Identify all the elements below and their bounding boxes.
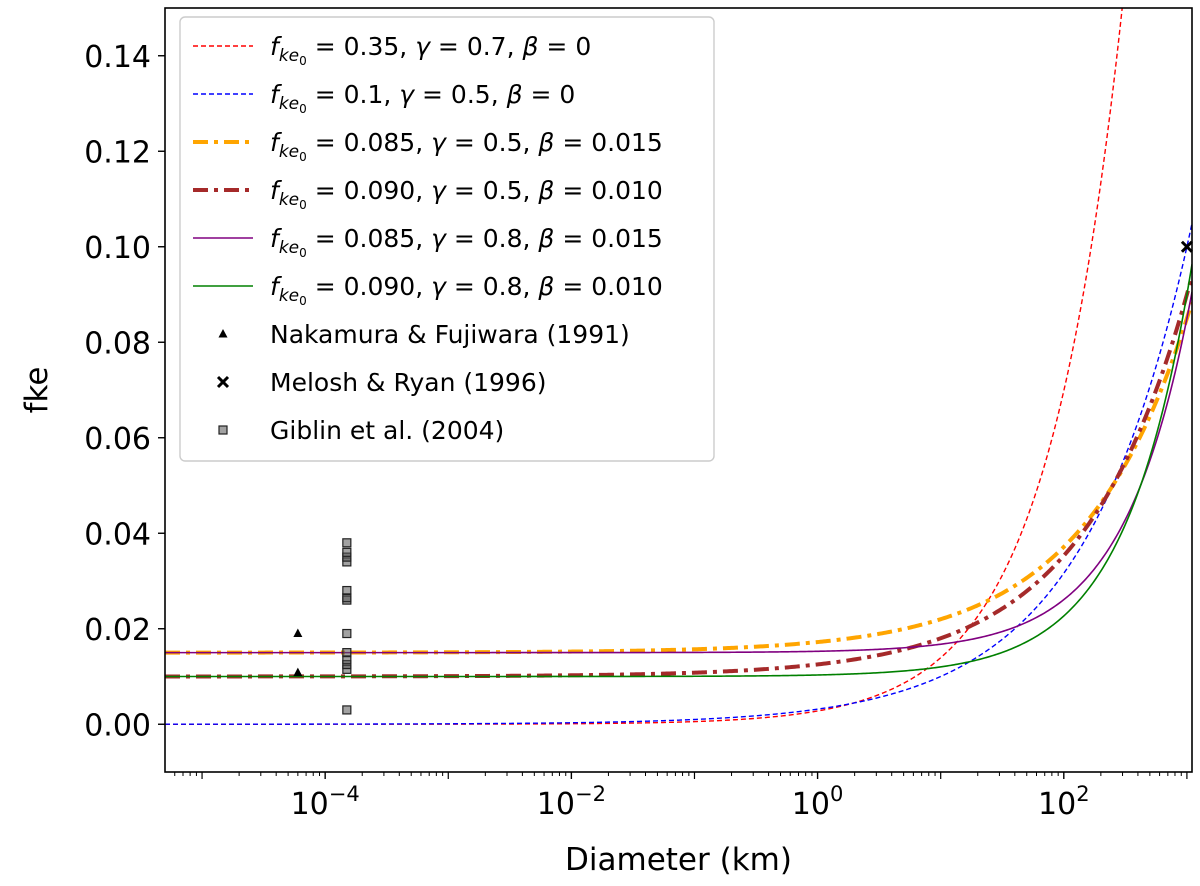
scatter-point-square bbox=[218, 425, 228, 435]
legend-box bbox=[179, 16, 715, 462]
series-line bbox=[165, 275, 1192, 679]
legend: fke0 = 0.35, γ = 0.7, β = 0 fke0 = 0.1, γ… bbox=[179, 16, 715, 462]
legend-entry: fke0 = 0.085, γ = 0.8, β = 0.015 bbox=[270, 224, 663, 260]
scatter-point-square bbox=[342, 585, 352, 596]
x-tick-label: 100 bbox=[792, 782, 844, 822]
legend-entry: Melosh & Ryan (1996) bbox=[270, 368, 547, 397]
scatter-point-x bbox=[1180, 240, 1193, 253]
y-tick-label: 0.08 bbox=[84, 326, 151, 361]
scatter-point-triangle bbox=[218, 329, 228, 338]
y-tick-label: 0.06 bbox=[84, 422, 151, 457]
legend-entry: fke0 = 0.090, γ = 0.8, β = 0.010 bbox=[270, 272, 663, 308]
legend-entry: fke0 = 0.1, γ = 0.5, β = 0 bbox=[270, 80, 575, 116]
scatter-layer bbox=[293, 240, 1193, 715]
y-axis-label: fke bbox=[19, 367, 55, 414]
x-tick-exponent: 2 bbox=[1076, 782, 1089, 806]
x-tick-label: 10−2 bbox=[537, 782, 606, 822]
x-tick-exponent: 0 bbox=[830, 782, 843, 806]
y-tick-label: 0.02 bbox=[84, 613, 151, 648]
x-tick-exponent: −2 bbox=[575, 782, 606, 806]
legend-entry: Nakamura & Fujiwara (1991) bbox=[270, 320, 630, 349]
x-tick-base: 10 bbox=[1038, 787, 1076, 822]
legend-entry: fke0 = 0.35, γ = 0.7, β = 0 bbox=[270, 32, 591, 68]
x-tick-base: 10 bbox=[291, 787, 329, 822]
x-tick-base: 10 bbox=[537, 787, 575, 822]
y-tick-label: 0.00 bbox=[84, 708, 151, 743]
legend-entry: fke0 = 0.090, γ = 0.5, β = 0.010 bbox=[270, 176, 663, 212]
x-tick-label: 10−4 bbox=[291, 782, 360, 822]
y-tick-label: 0.04 bbox=[84, 517, 151, 552]
scatter-point-x bbox=[216, 375, 230, 389]
scatter-point-square bbox=[342, 648, 352, 658]
scatter-point-triangle bbox=[293, 667, 303, 677]
scatter-point-triangle bbox=[293, 628, 303, 638]
series-line bbox=[165, 223, 1192, 725]
legend-entry: Giblin et al. (2004) bbox=[270, 416, 504, 445]
x-tick-exponent: −4 bbox=[329, 782, 360, 806]
y-tick-label: 0.10 bbox=[84, 231, 151, 266]
y-tick-label: 0.12 bbox=[84, 135, 151, 170]
legend-entry: fke0 = 0.085, γ = 0.5, β = 0.015 bbox=[270, 128, 663, 164]
x-tick-label: 102 bbox=[1038, 782, 1090, 822]
scatter-point-square bbox=[342, 547, 352, 557]
series-line bbox=[165, 291, 1192, 654]
series-line bbox=[165, 264, 1192, 678]
y-tick-label: 0.14 bbox=[84, 40, 151, 75]
x-tick-base: 10 bbox=[792, 787, 830, 822]
series-layer bbox=[165, 8, 1192, 725]
scatter-point-square bbox=[342, 538, 352, 548]
scatter-point-square bbox=[342, 705, 352, 715]
scatter-point-square bbox=[342, 628, 352, 639]
x-axis-label: Diameter (km) bbox=[565, 842, 792, 878]
plot-frame bbox=[164, 7, 1193, 773]
